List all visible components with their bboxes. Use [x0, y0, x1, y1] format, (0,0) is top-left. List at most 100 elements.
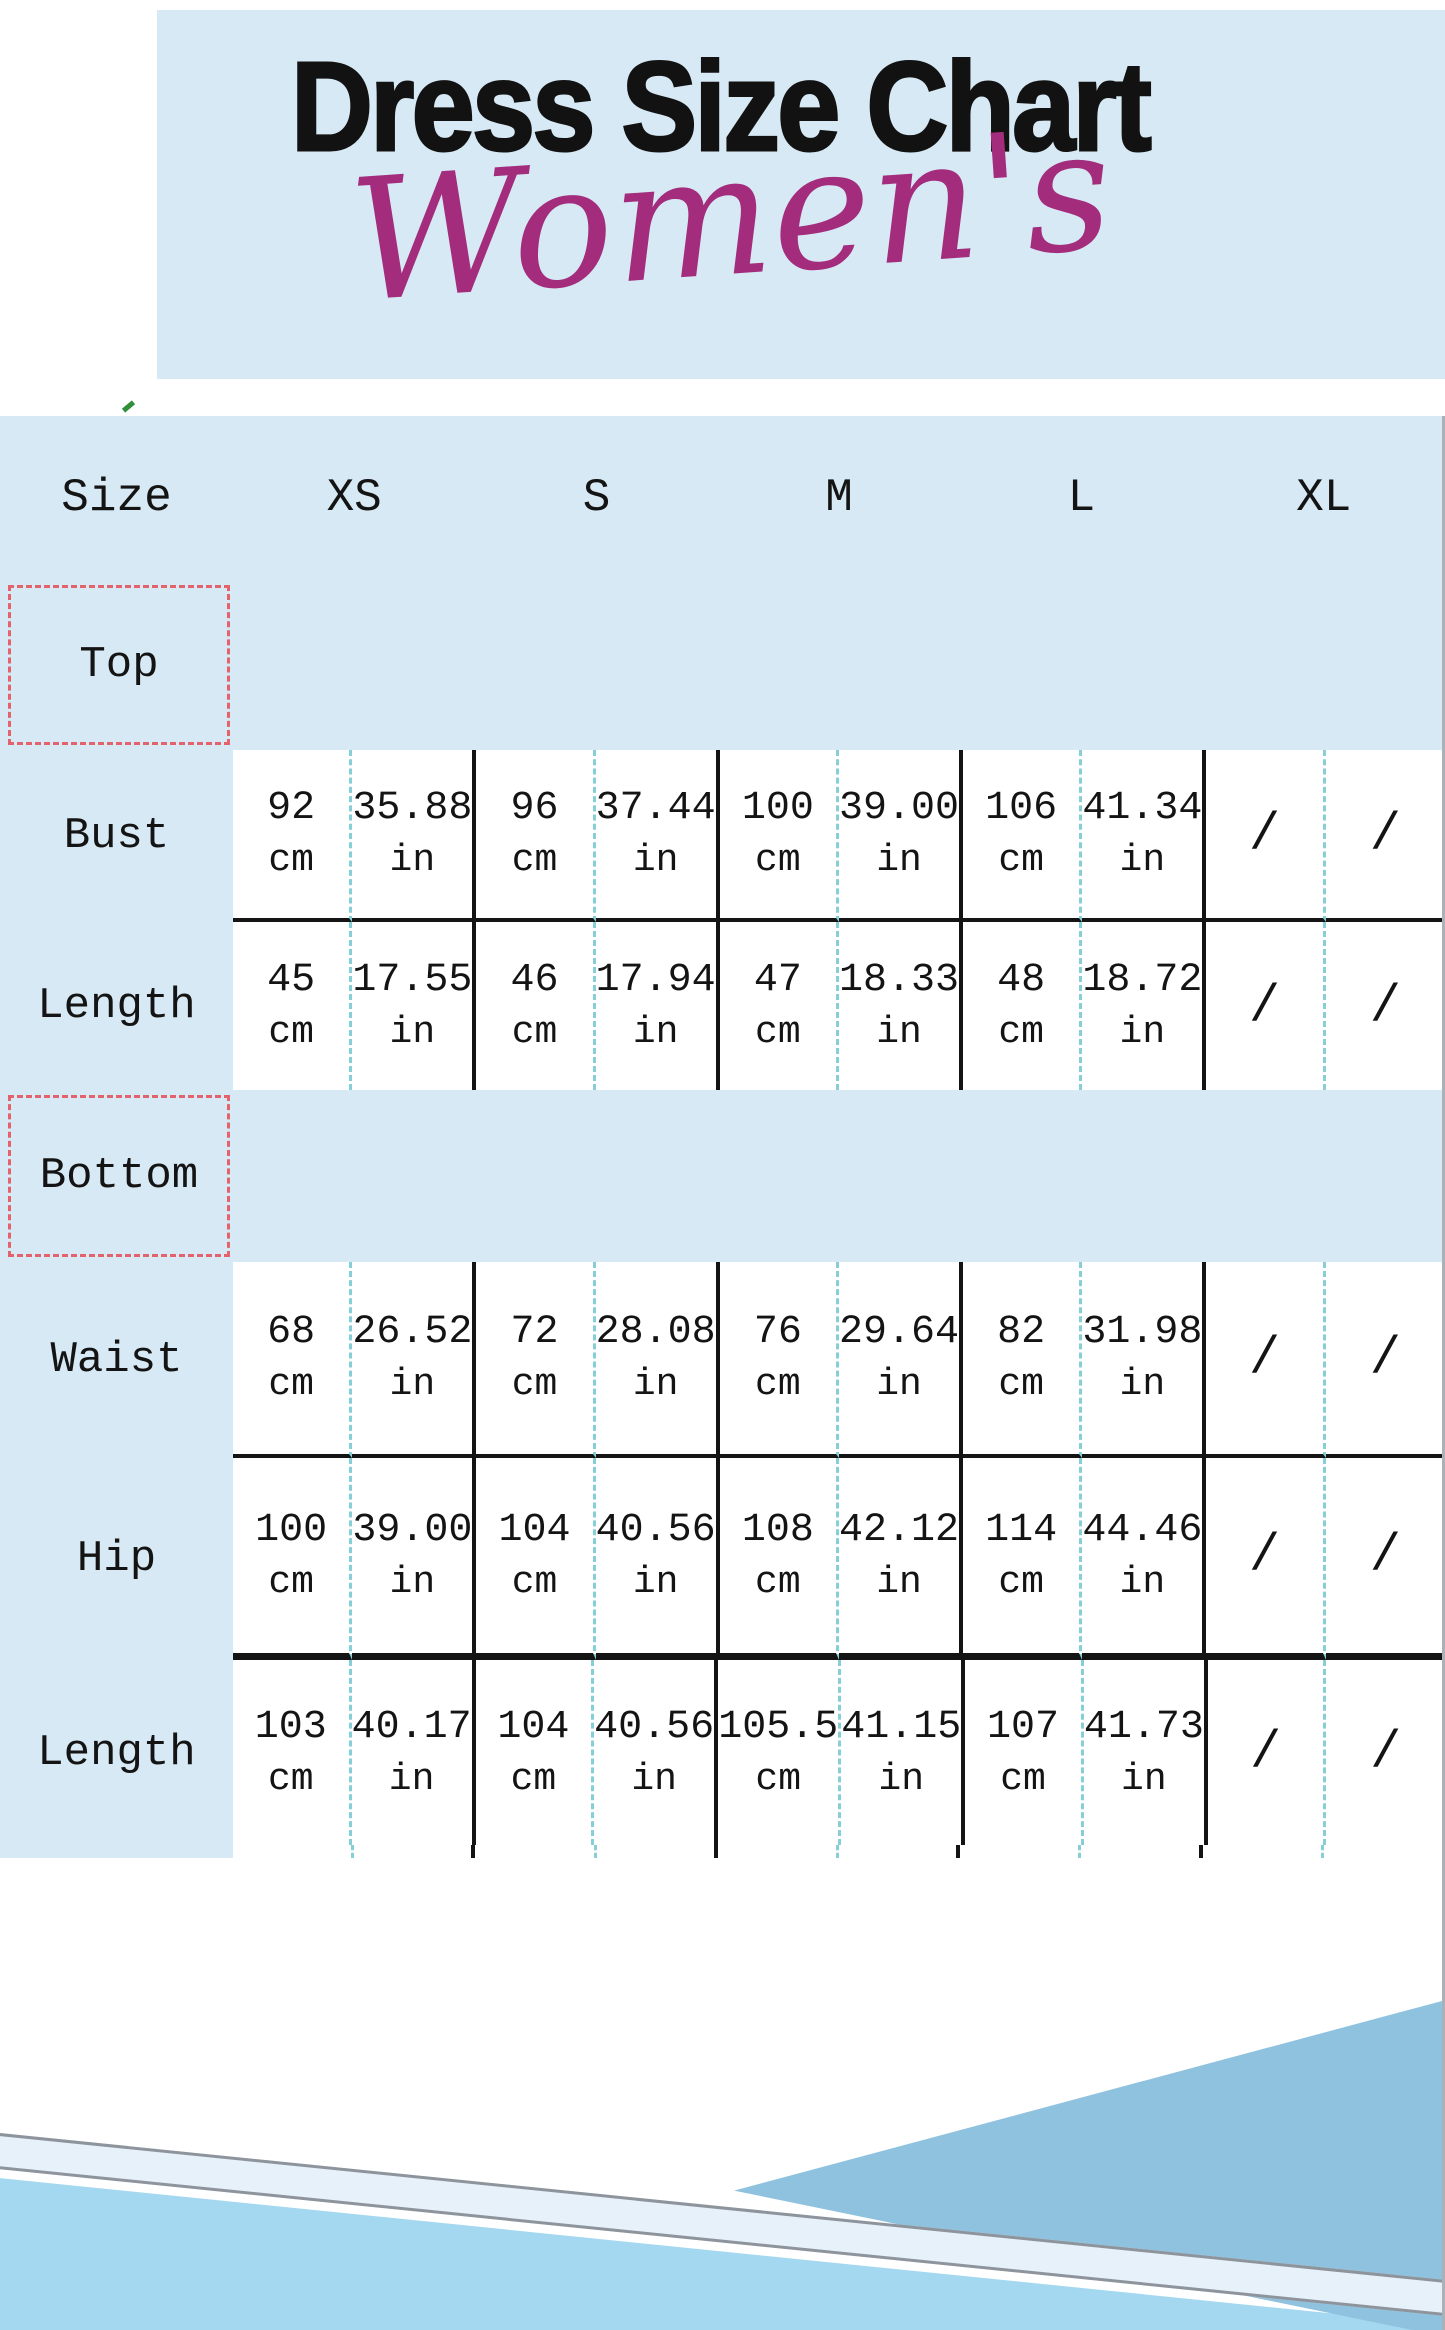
slash-cell: /: [1325, 922, 1445, 1090]
value-cell: 42.12 in: [839, 1458, 964, 1660]
cell-unit: cm: [998, 839, 1044, 882]
cell-unit: cm: [268, 1011, 314, 1054]
size-column-header: M: [825, 472, 853, 524]
value-cell: 82 cm: [963, 1262, 1083, 1458]
value-cell: 37.44 in: [595, 750, 720, 922]
cell-unit: in: [1119, 839, 1166, 882]
size-column-header: XL: [1296, 472, 1352, 524]
slash-cell: /: [1206, 750, 1326, 922]
value-cell: 72 cm: [476, 1262, 596, 1458]
cell-value: 104: [498, 1507, 571, 1553]
cell-value: 18.72: [1082, 958, 1203, 1003]
cell-unit: in: [388, 1757, 435, 1801]
cell-slash: /: [1248, 976, 1281, 1036]
value-cell: 41.73 in: [1083, 1660, 1208, 1845]
cell-unit: cm: [755, 1757, 801, 1801]
value-cell: 17.55 in: [352, 922, 477, 1090]
cell-unit: in: [1121, 1757, 1167, 1801]
cell-value: 96: [510, 786, 559, 831]
section-box: Bottom: [8, 1095, 230, 1257]
slash-cell: /: [1206, 922, 1326, 1090]
value-cell: 28.08 in: [595, 1262, 720, 1458]
slash-cell: /: [1325, 1262, 1445, 1458]
stub-cell: [1081, 1845, 1203, 1858]
cell-value: 40.56: [594, 1704, 715, 1750]
cell-unit: cm: [510, 1757, 557, 1801]
cell-slash: /: [1369, 1328, 1401, 1388]
stub-cell: [354, 1845, 476, 1858]
stub-cell: [1202, 1845, 1324, 1858]
cell-value: 76: [753, 1310, 802, 1355]
cell-slash: /: [1250, 1723, 1282, 1782]
cell-unit: in: [876, 1560, 922, 1604]
measure-label: Hip: [0, 1458, 233, 1660]
cell-value: 41.34: [1082, 786, 1203, 831]
slash-cell: /: [1206, 1262, 1326, 1458]
cell-unit: cm: [511, 1363, 558, 1406]
stub-cell: [596, 1845, 718, 1858]
cell-unit: cm: [511, 839, 558, 882]
section-box: Top: [8, 585, 230, 745]
value-cell: 40.56 in: [594, 1660, 719, 1845]
value-cell: 26.52 in: [352, 1262, 477, 1458]
value-cell: 40.17 in: [351, 1660, 476, 1845]
stub-cell: [838, 1845, 961, 1858]
value-cell: 29.64 in: [839, 1262, 964, 1458]
section-label: Bottom: [39, 1151, 199, 1201]
value-cell: 68 cm: [233, 1262, 353, 1458]
cell-slash: /: [1369, 1526, 1401, 1585]
bottom-decoration: [0, 1990, 1445, 2330]
size-header-label: Size: [61, 472, 172, 524]
cell-value: 72: [510, 1310, 559, 1355]
section-row-bottom: Bottom: [0, 1090, 1445, 1262]
size-column-header: XS: [326, 472, 382, 524]
measure-row: Bust 92 cm 35.88 in 96 cm 37.44 in 100 cm 39.00 in 10…: [0, 750, 1445, 922]
value-cell: 17.94 in: [595, 922, 720, 1090]
value-cell: 104 cm: [475, 1660, 595, 1845]
cell-value: 105.5: [718, 1704, 839, 1750]
cell-value: 48: [997, 958, 1046, 1003]
cell-unit: cm: [755, 839, 801, 882]
size-column-header: S: [582, 472, 611, 524]
page-title: Dress Size Chart: [290, 35, 1153, 179]
cell-value: 107: [987, 1704, 1060, 1750]
slash-cell: /: [1207, 1660, 1327, 1845]
value-cell: 114 cm: [963, 1458, 1083, 1660]
cell-value: 45: [267, 958, 316, 1003]
cell-value: 103: [254, 1704, 327, 1750]
size-header-row: Size XS S M L XL: [0, 416, 1445, 580]
cell-unit: cm: [755, 1560, 801, 1604]
cell-value: 42.12: [839, 1507, 960, 1553]
stub-cell: [1323, 1845, 1445, 1858]
cell-value: 39.00: [839, 786, 960, 831]
cell-unit: in: [632, 1560, 679, 1604]
cell-unit: cm: [268, 1363, 314, 1406]
measure-label: Length: [0, 1660, 233, 1845]
value-cell: 39.00 in: [839, 750, 964, 922]
value-cell: 18.72 in: [1082, 922, 1207, 1090]
value-cell: 92 cm: [233, 750, 353, 922]
size-column-header: L: [1067, 472, 1096, 524]
value-cell: 106 cm: [963, 750, 1083, 922]
stub-cell: [233, 1845, 355, 1858]
measure-row: Hip 100 cm 39.00 in 104 cm 40.56 in 108 cm 42.12 in 1…: [0, 1458, 1445, 1660]
value-cell: 103 cm: [233, 1660, 352, 1845]
cell-unit: cm: [755, 1011, 801, 1054]
measure-row: Length 45 cm 17.55 in 46 cm 17.94 in 47 cm 18.33 in 4…: [0, 922, 1445, 1090]
header-banner: [157, 10, 1445, 379]
cell-value: 39.00: [352, 1507, 473, 1553]
value-cell: 39.00 in: [352, 1458, 477, 1660]
cell-unit: in: [631, 1757, 677, 1801]
cell-value: 17.94: [595, 958, 716, 1003]
value-cell: 18.33 in: [839, 922, 964, 1090]
cell-slash: /: [1248, 1526, 1281, 1585]
cell-unit: in: [632, 1011, 679, 1054]
cell-value: 47: [753, 958, 802, 1003]
cell-value: 37.44: [595, 786, 716, 831]
cell-value: 29.64: [839, 1310, 960, 1355]
value-cell: 107 cm: [965, 1660, 1084, 1845]
slash-cell: /: [1325, 1458, 1445, 1660]
measure-label: Waist: [0, 1262, 233, 1458]
cell-value: 40.56: [595, 1507, 716, 1553]
